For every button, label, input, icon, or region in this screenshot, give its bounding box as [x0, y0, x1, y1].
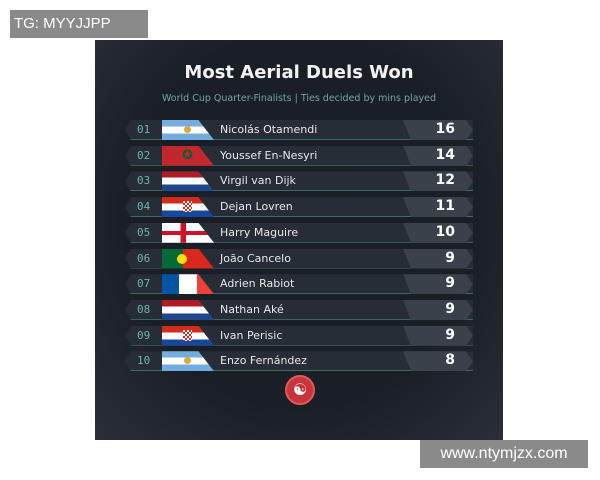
- player-name: Ivan Perisic: [220, 328, 283, 342]
- flag-netherlands-icon: [162, 171, 214, 192]
- flag-croatia-icon: [162, 197, 214, 218]
- row-background: [125, 120, 473, 140]
- watermark-top-left: TG: MYYJJPP: [10, 10, 148, 38]
- value: 8: [445, 352, 455, 369]
- player-name: João Cancelo: [220, 251, 291, 265]
- armillary-emblem: [177, 253, 187, 264]
- table-row: 08 Nathan Aké 9: [125, 299, 473, 320]
- value: 9: [445, 275, 455, 292]
- value-box: 9: [403, 248, 473, 269]
- checkerboard-emblem: [183, 329, 192, 341]
- subtitle: World Cup Quarter-Finalists | Ties decid…: [161, 93, 437, 104]
- flag-england-icon: [162, 222, 214, 243]
- flag-croatia-icon: [162, 325, 214, 346]
- flag-netherlands-icon: [162, 299, 214, 320]
- sun-emblem: [184, 357, 191, 365]
- rank: 04: [137, 200, 151, 214]
- player-name: Nicolás Otamendi: [220, 123, 318, 136]
- value: 12: [435, 172, 455, 189]
- flag-argentina-icon: [162, 351, 214, 372]
- page-title: Most Aerial Duels Won: [184, 62, 414, 83]
- value-box: 8: [403, 351, 473, 372]
- table-row: 07 Adrien Rabiot 9: [125, 274, 473, 295]
- player-name: Virgil van Dijk: [220, 174, 296, 188]
- flag-portugal-icon: [162, 248, 214, 269]
- table-row: 06 João Cancelo 9: [125, 248, 473, 269]
- table-row: 02 ✪ Youssef En-Nesyri 14: [125, 145, 473, 166]
- row-background: [125, 248, 473, 269]
- value: 16: [435, 121, 455, 137]
- watermark-bottom-right: www.ntymjzx.com: [420, 440, 588, 468]
- rank: 02: [137, 148, 151, 162]
- rank: 01: [137, 123, 151, 136]
- row-background: [125, 145, 473, 166]
- row-background: [125, 351, 473, 372]
- flag-argentina-icon: [162, 120, 214, 140]
- row-background: [125, 222, 473, 243]
- value-box: 12: [403, 171, 473, 192]
- rank: 05: [137, 225, 151, 239]
- flag-france-icon: [162, 274, 214, 295]
- value: 11: [435, 198, 455, 215]
- player-name: Dejan Lovren: [220, 200, 293, 214]
- value-box: 16: [403, 120, 473, 140]
- rank: 08: [137, 302, 151, 316]
- row-background: [125, 325, 473, 346]
- player-name: Harry Maguire: [220, 225, 299, 239]
- table-row: 05 Harry Maguire 10: [125, 222, 473, 243]
- player-name: Youssef En-Nesyri: [220, 148, 318, 162]
- value: 9: [445, 249, 455, 266]
- value-box: 14: [403, 145, 473, 166]
- player-name: Adrien Rabiot: [220, 277, 295, 291]
- row-background: [125, 274, 473, 295]
- table-row: 10 Enzo Fernández 8: [125, 351, 473, 372]
- rank: 03: [137, 174, 151, 188]
- table-row: 09 Ivan Perisic 9: [125, 325, 473, 346]
- value-box: 9: [403, 274, 473, 295]
- sun-emblem: [184, 126, 191, 133]
- value-box: 10: [403, 222, 473, 243]
- row-background: [125, 299, 473, 320]
- value-box: 9: [403, 325, 473, 346]
- rank: 06: [137, 251, 151, 265]
- star-emblem: ✪: [182, 147, 193, 163]
- value-box: 11: [403, 197, 473, 218]
- player-name: Nathan Aké: [220, 302, 284, 316]
- row-background: [125, 197, 473, 218]
- rank: 07: [137, 277, 151, 291]
- table-row: 03 Virgil van Dijk 12: [125, 171, 473, 192]
- flag-morocco-icon: ✪: [162, 145, 214, 166]
- table-row: 01 Nicolás Otamendi 16: [125, 120, 473, 140]
- leaderboard-card: Most Aerial Duels Won World Cup Quarter-…: [95, 40, 503, 440]
- checkerboard-emblem: [183, 201, 192, 213]
- rank: 10: [137, 354, 151, 368]
- brand-logo-icon: ☯: [285, 375, 315, 405]
- value: 14: [435, 146, 455, 163]
- player-name: Enzo Fernández: [220, 354, 307, 368]
- value-box: 9: [403, 299, 473, 320]
- rank: 09: [137, 328, 151, 342]
- value: 9: [445, 326, 455, 343]
- table-row: 04 Dejan Lovren 11: [125, 197, 473, 218]
- value: 10: [435, 223, 455, 240]
- row-background: [125, 171, 473, 192]
- value: 9: [445, 300, 455, 317]
